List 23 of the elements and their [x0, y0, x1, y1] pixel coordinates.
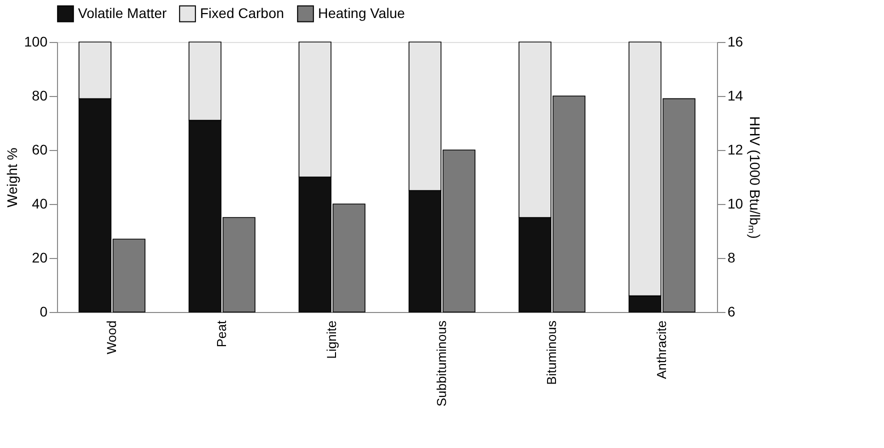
y-tick-label: 80	[32, 88, 48, 104]
y-tick-label: 20	[32, 250, 48, 266]
legend-label: Heating Value	[318, 4, 406, 21]
x-tick-label: Wood	[104, 320, 119, 354]
y-axis-title: Weight %	[4, 148, 20, 208]
x-tick-label: Subbituminous	[434, 320, 449, 406]
y2-tick-label: 10	[728, 196, 744, 212]
x-tick-label: Anthracite	[654, 320, 669, 380]
x-tick-label: Bituminous	[544, 320, 559, 385]
y2-tick-label: 6	[728, 304, 736, 320]
x-tick-label: Lignite	[324, 320, 339, 359]
y-tick-label: 40	[32, 196, 48, 212]
x-tick-label: Peat	[214, 320, 229, 348]
y2-tick-label: 12	[728, 142, 744, 158]
y2-axis-title: HHV (1000 Btu/lbₘ)	[747, 116, 764, 239]
y-tick-label: 0	[40, 304, 48, 320]
legend-label: Fixed Carbon	[200, 4, 284, 21]
y-tick-label: 100	[24, 34, 48, 50]
legend-label: Volatile Matter	[78, 4, 168, 21]
y2-tick-label: 8	[728, 250, 736, 266]
y-tick-label: 60	[32, 142, 48, 158]
y2-tick-label: 16	[728, 34, 744, 50]
y2-tick-label: 14	[728, 88, 744, 104]
